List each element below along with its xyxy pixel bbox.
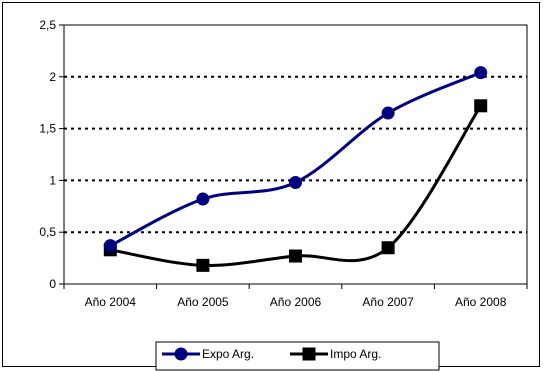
legend-marker — [174, 347, 188, 361]
data-point-circle — [103, 239, 117, 253]
x-tick-label: Año 2004 — [85, 295, 137, 309]
y-tick-label: 0,5 — [39, 225, 56, 239]
x-tick-label: Año 2006 — [270, 295, 322, 309]
y-tick-label: 1,5 — [39, 122, 56, 136]
data-point-circle — [474, 66, 488, 80]
data-point-square — [381, 241, 395, 255]
y-tick-label: 2,5 — [39, 18, 56, 32]
data-point-circle — [381, 106, 395, 120]
x-tick-label: Año 2005 — [177, 295, 229, 309]
x-tick-label: Año 2008 — [455, 295, 507, 309]
legend-label: Expo Arg. — [202, 347, 254, 361]
data-point-square — [474, 99, 488, 113]
y-tick-label: 0 — [49, 277, 56, 291]
legend-label: Impo Arg. — [330, 347, 381, 361]
plot-area — [63, 24, 528, 285]
y-tick-label: 1 — [49, 173, 56, 187]
x-tick-label: Año 2007 — [362, 295, 414, 309]
series-line — [110, 104, 482, 267]
legend-marker — [302, 347, 316, 361]
data-point-circle — [289, 175, 302, 189]
data-point-square — [196, 258, 210, 272]
data-point-square — [289, 249, 302, 263]
y-tick-label: 2 — [49, 70, 56, 84]
legend-box — [155, 341, 440, 371]
data-point-circle — [196, 192, 210, 206]
